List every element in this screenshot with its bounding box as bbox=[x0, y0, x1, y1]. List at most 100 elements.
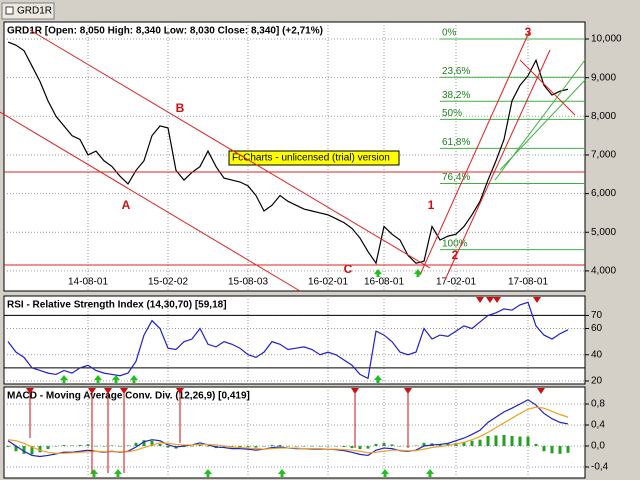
sell-arrow bbox=[120, 388, 128, 394]
y-tick-label: 7,000 bbox=[591, 150, 616, 161]
histogram-bar bbox=[86, 444, 90, 446]
sell-arrow bbox=[26, 388, 34, 394]
sell-arrow bbox=[176, 388, 184, 394]
histogram-bar bbox=[494, 435, 498, 446]
x-tick-label: 15-02-02 bbox=[148, 277, 188, 288]
wave-label: C bbox=[344, 262, 353, 276]
y-tick-label: 8,000 bbox=[591, 111, 616, 122]
histogram-bar bbox=[286, 445, 290, 447]
histogram-bar bbox=[118, 445, 122, 447]
sell-arrow bbox=[351, 388, 359, 394]
histogram-bar bbox=[390, 444, 394, 446]
y-tick-label: 60 bbox=[591, 323, 603, 334]
histogram-bar bbox=[62, 444, 66, 446]
histogram-bar bbox=[358, 445, 362, 450]
histogram-bar bbox=[542, 445, 546, 452]
panel-title: GRD1R [Open: 8,050 High: 8,340 Low: 8,03… bbox=[7, 26, 323, 37]
fib-label: 61,8% bbox=[442, 137, 470, 148]
histogram-bar bbox=[166, 445, 170, 448]
wave-label: B bbox=[176, 101, 185, 115]
histogram-bar bbox=[78, 444, 82, 446]
sell-arrow bbox=[533, 297, 541, 303]
panel-bg bbox=[3, 295, 586, 385]
histogram-bar bbox=[510, 436, 514, 446]
histogram-bar bbox=[70, 445, 74, 446]
sell-arrow bbox=[486, 297, 494, 303]
x-tick-label: 17-02-01 bbox=[436, 277, 476, 288]
histogram-bar bbox=[318, 445, 322, 447]
sell-arrow bbox=[537, 388, 545, 394]
x-tick-label: 16-02-01 bbox=[308, 277, 348, 288]
y-tick-label: 9,000 bbox=[591, 72, 616, 83]
histogram-bar bbox=[126, 445, 130, 446]
trend-line bbox=[499, 79, 586, 171]
series-line bbox=[7, 41, 569, 265]
y-tick-label: 0,4 bbox=[591, 420, 605, 431]
buy-arrow bbox=[278, 469, 286, 477]
buy-arrow bbox=[374, 269, 382, 277]
y-tick-label: 40 bbox=[591, 349, 603, 360]
x-tick-label: 15-08-03 bbox=[228, 277, 268, 288]
histogram-bar bbox=[190, 445, 194, 447]
histogram-bar bbox=[350, 445, 354, 449]
histogram-bar bbox=[334, 445, 338, 447]
histogram-bar bbox=[102, 445, 106, 447]
trend-line bbox=[519, 59, 576, 116]
series-line bbox=[7, 406, 569, 454]
trend-line bbox=[0, 111, 301, 292]
histogram-bar bbox=[478, 439, 482, 446]
tab[interactable] bbox=[1, 2, 55, 20]
buy-arrow bbox=[60, 375, 68, 383]
histogram-bar bbox=[262, 445, 266, 447]
histogram-bar bbox=[470, 440, 474, 446]
histogram-bar bbox=[414, 445, 418, 446]
sell-arrow bbox=[404, 388, 412, 394]
buy-arrow bbox=[374, 375, 382, 383]
histogram-bar bbox=[526, 436, 530, 446]
buy-arrow bbox=[130, 375, 138, 383]
y-tick-label: 0,0 bbox=[591, 441, 605, 452]
histogram-bar bbox=[6, 445, 10, 448]
histogram-bar bbox=[142, 440, 146, 446]
wave-label: A bbox=[122, 198, 131, 212]
histogram-bar bbox=[326, 445, 330, 447]
y-tick-label: 70 bbox=[591, 310, 603, 321]
histogram-bar bbox=[158, 443, 162, 446]
fib-label: 38,2% bbox=[442, 90, 470, 101]
histogram-bar bbox=[342, 445, 346, 448]
histogram-bar bbox=[366, 445, 370, 449]
sell-arrow bbox=[493, 297, 501, 303]
buy-arrow bbox=[90, 469, 98, 477]
histogram-bar bbox=[310, 445, 314, 447]
histogram-bar bbox=[94, 445, 98, 447]
watermark: FcCharts - unlicensed (trial) version bbox=[232, 153, 390, 164]
histogram-bar bbox=[22, 445, 26, 454]
histogram-bar bbox=[382, 442, 386, 446]
histogram-bar bbox=[462, 441, 466, 446]
x-tick-label: 14-08-01 bbox=[68, 277, 108, 288]
fib-label: 50% bbox=[442, 108, 462, 119]
histogram-bar bbox=[150, 440, 154, 446]
histogram-bar bbox=[206, 445, 210, 447]
wave-label: 3 bbox=[525, 25, 532, 39]
y-tick-label: 6,000 bbox=[591, 188, 616, 199]
sell-arrow bbox=[104, 388, 112, 394]
panel-title: RSI - Relative Strength Index (14,30,70)… bbox=[7, 300, 227, 311]
buy-arrow bbox=[204, 469, 212, 477]
window-title: GRD1R bbox=[17, 6, 52, 17]
y-tick-label: -0,4 bbox=[591, 462, 609, 473]
histogram-bar bbox=[110, 445, 114, 446]
y-tick-label: 5,000 bbox=[591, 227, 616, 238]
histogram-bar bbox=[550, 445, 554, 454]
wave-label: 2 bbox=[452, 248, 459, 262]
trend-line bbox=[444, 49, 551, 281]
y-tick-label: 4,000 bbox=[591, 266, 616, 277]
buy-arrow bbox=[94, 375, 102, 383]
trend-line bbox=[29, 29, 431, 269]
histogram-bar bbox=[134, 442, 138, 446]
sell-arrow bbox=[476, 297, 484, 303]
series-line bbox=[7, 301, 569, 380]
tab-checkbox[interactable] bbox=[5, 6, 14, 15]
histogram-bar bbox=[566, 445, 570, 453]
histogram-bar bbox=[30, 445, 34, 455]
